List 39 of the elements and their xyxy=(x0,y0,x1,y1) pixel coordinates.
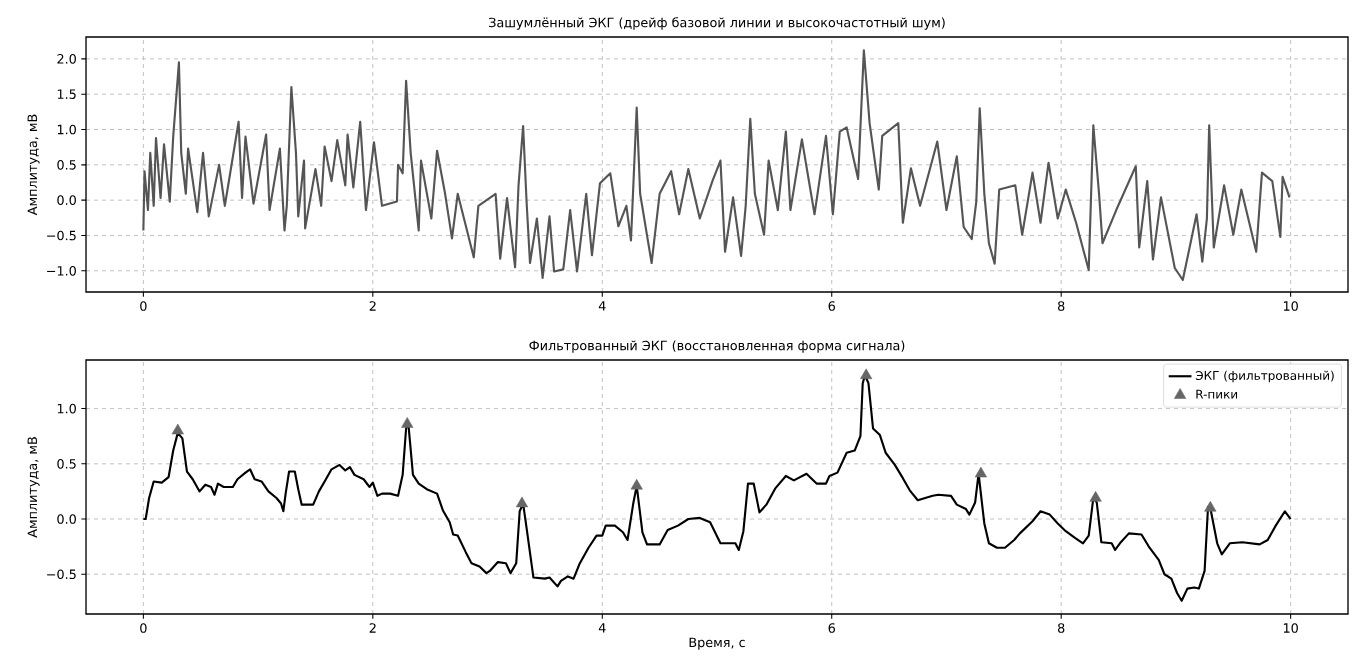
y-tick-label: 1.0 xyxy=(57,403,76,414)
line-series xyxy=(142,49,1291,282)
point xyxy=(974,466,987,478)
x-tick-label: 0 xyxy=(140,301,147,311)
point xyxy=(1089,491,1102,502)
y-tick-label: 1.0 xyxy=(57,124,76,135)
point xyxy=(630,478,643,490)
x-tick-label: 8 xyxy=(1057,623,1065,633)
point xyxy=(171,423,184,435)
x-axis-title: Время, с xyxy=(689,637,745,650)
chart-title: Зашумлённый ЭКГ (дрейф базовой линии и высокочастотный шум) xyxy=(489,17,945,30)
y-tick-label: −0.5 xyxy=(47,230,76,241)
x-tick-label: 4 xyxy=(598,301,606,311)
x-tick-label: 0 xyxy=(140,623,147,633)
legend-label: R-пики xyxy=(1196,389,1238,399)
x-tick-label: 10 xyxy=(1283,301,1298,311)
y-tick-label: 0.0 xyxy=(57,195,76,206)
y-tick-label: 0.0 xyxy=(57,514,76,524)
y-axis-title: Амплитуда, мВ xyxy=(27,437,40,538)
point xyxy=(401,417,414,428)
point xyxy=(1204,501,1217,512)
x-tick-label: 6 xyxy=(828,623,835,633)
x-tick-label: 4 xyxy=(598,623,606,633)
chart-title: Фильтрованный ЭКГ (восстановленная форма сигнала) xyxy=(529,340,905,353)
x-tick-label: 10 xyxy=(1283,623,1298,633)
point xyxy=(515,496,529,508)
x-tick-label: 2 xyxy=(369,623,376,633)
y-tick-label: 0.5 xyxy=(57,160,76,170)
legend-label: ЭКГ (фильтрованный) xyxy=(1195,370,1334,383)
y-tick-label: 0.5 xyxy=(57,458,76,469)
y-tick-label: 2.0 xyxy=(57,54,76,64)
x-tick-label: 6 xyxy=(828,301,835,311)
point xyxy=(860,368,873,380)
y-tick-label: 1.5 xyxy=(57,89,76,99)
y-tick-label: −0.5 xyxy=(47,569,76,580)
x-tick-label: 8 xyxy=(1057,301,1065,311)
x-tick-label: 2 xyxy=(369,301,376,311)
y-tick-label: −1.0 xyxy=(47,265,76,276)
y-axis-title: Амплитуда, мВ xyxy=(27,114,40,216)
